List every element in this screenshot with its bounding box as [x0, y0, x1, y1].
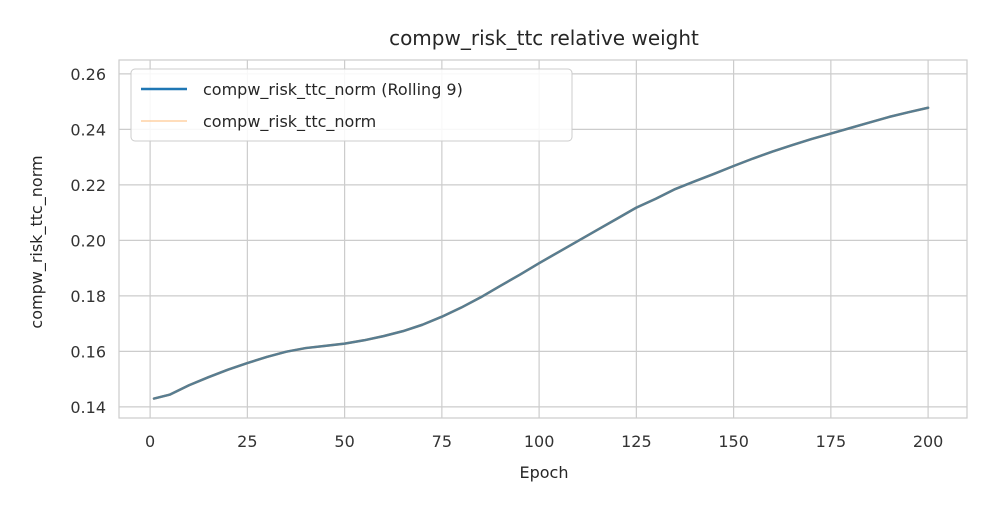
x-tick-label: 100 [524, 432, 555, 451]
y-tick-label: 0.22 [70, 176, 106, 195]
series-lines [152, 106, 930, 400]
legend-box [130, 68, 573, 142]
x-tick-label: 175 [816, 432, 847, 451]
y-tick-label: 0.18 [70, 287, 106, 306]
legend: compw_risk_ttc_norm (Rolling 9) compw_ri… [130, 68, 573, 142]
y-tick-label: 0.14 [70, 398, 106, 417]
y-tick-label: 0.20 [70, 231, 106, 250]
y-axis-label: compw_risk_ttc_norm [27, 155, 47, 328]
x-tick-label: 200 [913, 432, 944, 451]
y-tick-label: 0.24 [70, 120, 106, 139]
series-line-rolling [152, 106, 930, 400]
x-tick-label: 25 [237, 432, 257, 451]
legend-label-rolling: compw_risk_ttc_norm (Rolling 9) [203, 80, 463, 100]
x-axis-label: Epoch [520, 463, 569, 482]
legend-label-raw: compw_risk_ttc_norm [203, 112, 376, 132]
chart-title: compw_risk_ttc relative weight [389, 26, 699, 50]
x-tick-label: 50 [334, 432, 354, 451]
x-tick-label: 125 [621, 432, 652, 451]
x-tick-label: 75 [432, 432, 452, 451]
y-tick-labels: 0.14 0.16 0.18 0.20 0.22 0.24 0.26 [70, 65, 106, 417]
y-tick-label: 0.26 [70, 65, 106, 84]
x-tick-label: 0 [145, 432, 155, 451]
x-tick-label: 150 [718, 432, 749, 451]
y-tick-label: 0.16 [70, 342, 106, 361]
x-tick-labels: 0 25 50 75 100 125 150 175 200 [145, 432, 943, 451]
